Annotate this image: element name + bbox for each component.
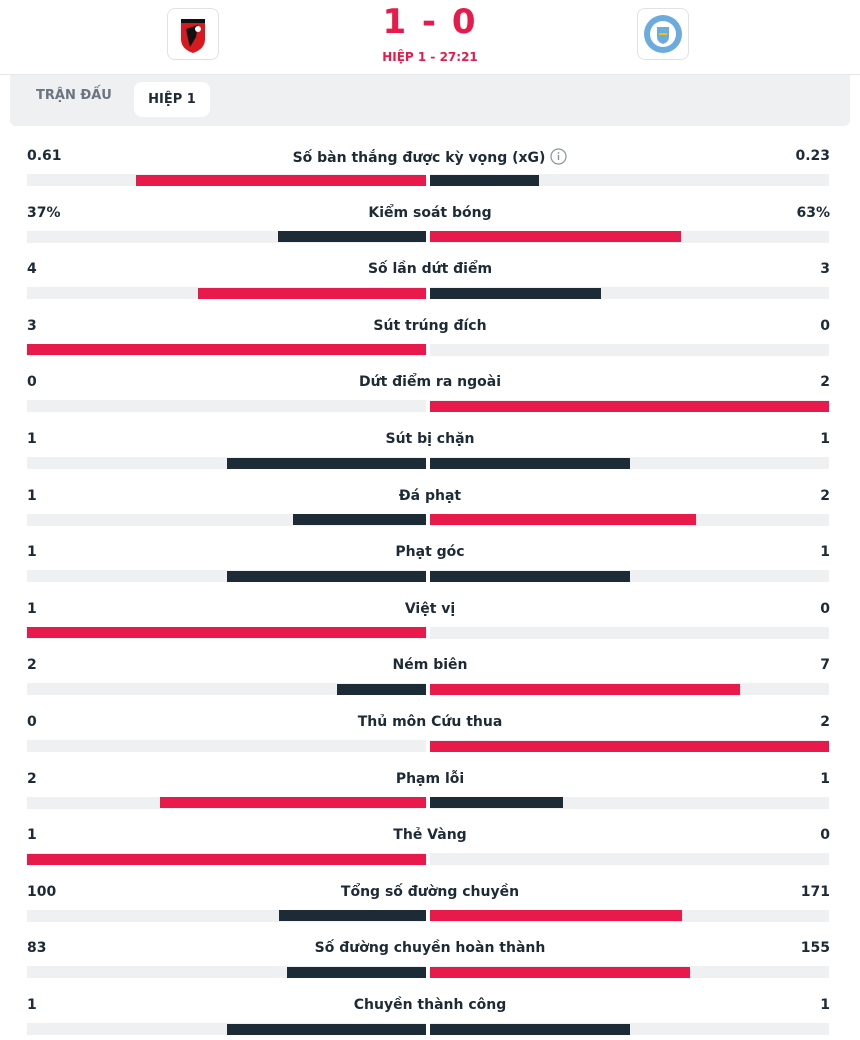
stat-label: Việt vị	[404, 600, 456, 617]
home-bar	[160, 797, 426, 809]
away-bar	[430, 400, 829, 412]
home-value: 2	[27, 770, 37, 787]
home-bar	[27, 344, 426, 356]
home-value: 3	[27, 317, 37, 334]
bar-track	[27, 740, 426, 752]
home-value: 1	[27, 600, 37, 617]
home-value: 1	[27, 487, 37, 504]
away-value: 1	[820, 544, 830, 561]
home-bar	[226, 457, 426, 469]
away-value: 0	[820, 600, 830, 617]
away-value: 2	[820, 374, 830, 391]
away-value: 1	[820, 997, 830, 1013]
stat-label: Thẻ Vàng	[393, 827, 467, 844]
score: 1 - 0	[382, 2, 478, 42]
stat-label: Ném biên	[392, 657, 468, 674]
away-bar	[430, 174, 540, 186]
stat-label: Thủ môn Cứu thua	[357, 714, 503, 730]
away-bar	[430, 287, 601, 299]
tab-active[interactable]: HIỆP 1	[134, 82, 210, 117]
stat-label: Tổng số đường chuyền	[340, 883, 520, 900]
away-value: 155	[800, 940, 830, 957]
away-bar	[430, 740, 829, 752]
home-bar	[136, 174, 426, 186]
away-value: 0	[820, 317, 830, 334]
stat-label: Phạm lỗi	[395, 770, 465, 787]
away-bar	[430, 457, 630, 469]
away-bar	[430, 1023, 630, 1035]
home-bar	[198, 287, 426, 299]
stat-label: Dứt điểm ra ngoài	[358, 374, 501, 391]
home-bar	[278, 231, 426, 243]
home-bar	[293, 514, 426, 526]
away-value: 2	[820, 487, 830, 504]
home-value: 1	[27, 544, 37, 561]
away-value: 0	[820, 827, 830, 844]
away-value: 1	[820, 770, 830, 787]
away-value: 2	[820, 714, 830, 730]
home-bar	[226, 570, 426, 582]
match-header: 1 - 0 HIỆP 1 - 27:21	[0, 0, 860, 75]
home-bar	[286, 966, 426, 978]
home-value: 0	[27, 374, 37, 391]
away-bar	[430, 910, 682, 922]
away-value: 1	[820, 431, 830, 447]
stat-label: Số lần dứt điểm	[367, 261, 493, 278]
away-bar	[430, 570, 630, 582]
stat-label: Phạt góc	[395, 544, 465, 561]
home-value: 83	[27, 940, 47, 957]
stat-label: Sút bị chặn	[385, 431, 475, 447]
stat-label: Kiểm soát bóng	[368, 204, 492, 221]
home-value: 4	[27, 261, 37, 278]
away-bar	[430, 966, 690, 978]
home-value: 100	[27, 883, 57, 900]
tab[interactable]: TRẬN ĐẤU	[36, 88, 112, 103]
away-bar	[430, 683, 741, 695]
home-bar	[226, 1023, 426, 1035]
info-icon[interactable]	[550, 148, 568, 165]
period: HIỆP 1 - 27:21	[382, 50, 478, 64]
away-bar	[430, 797, 563, 809]
home-bar	[278, 910, 426, 922]
tab-bar: TRẬN ĐẤU HIỆP 1	[10, 75, 850, 126]
stat-label: Số bàn thắng được kỳ vọng (xG)	[230, 148, 630, 166]
away-value: 0.23	[795, 148, 830, 164]
bar-track	[430, 853, 829, 866]
home-value: 0.61	[27, 148, 62, 164]
home-value: 1	[27, 827, 37, 844]
away-value: 171	[800, 883, 830, 900]
away-bar	[430, 514, 696, 526]
home-value: 2	[27, 657, 37, 674]
bar-track	[27, 683, 426, 696]
home-bar	[337, 683, 426, 695]
home-bar	[27, 627, 426, 639]
home-logo[interactable]	[167, 8, 219, 60]
stat-label: Chuyền thành công	[353, 997, 507, 1013]
home-value: 0	[27, 714, 37, 730]
away-value: 7	[820, 657, 830, 674]
away-bar	[430, 231, 682, 243]
away-logo[interactable]	[637, 8, 689, 60]
home-value: 37%	[27, 204, 61, 221]
bar-track	[430, 343, 829, 356]
stat-label: Số đường chuyền hoàn thành	[314, 940, 546, 957]
bar-track	[430, 626, 829, 639]
stat-label: Đá phạt	[398, 487, 462, 504]
home-bar	[27, 853, 426, 865]
away-value: 3	[820, 261, 830, 278]
bar-track	[27, 400, 426, 413]
away-value: 63%	[796, 204, 830, 221]
stat-label: Sút trúng đích	[373, 317, 487, 334]
home-value: 1	[27, 997, 37, 1013]
home-value: 1	[27, 431, 37, 447]
